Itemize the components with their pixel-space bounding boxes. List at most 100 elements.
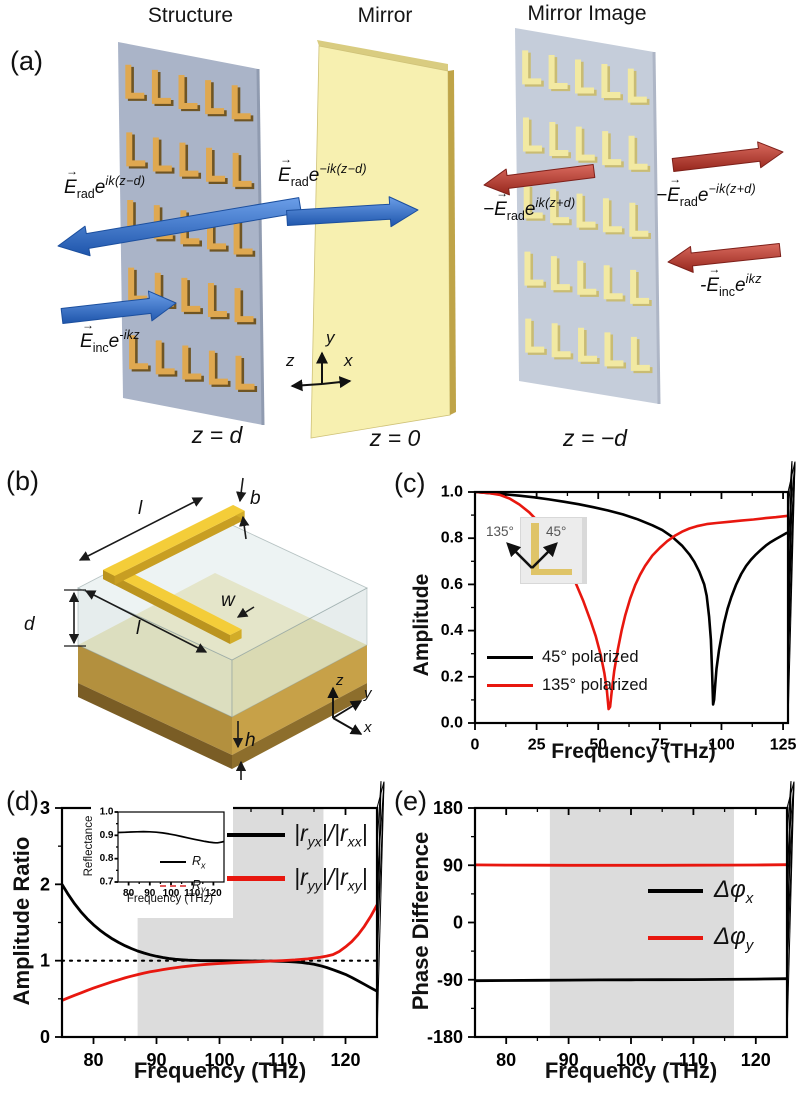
dim-l-top: l <box>138 498 143 519</box>
d-inset-x-axis-label: Frequency (THz) <box>126 893 214 905</box>
svg-text:0.9: 0.9 <box>100 830 114 841</box>
axis-x-label-a: x <box>344 351 353 370</box>
inset-l-vertical-bar <box>531 523 539 570</box>
header-structure: Structure <box>147 4 234 27</box>
e-legend-row-phix: Δφx <box>648 876 753 907</box>
dim-w: w <box>221 590 235 611</box>
panel-e-letter: (e) <box>394 786 427 816</box>
red-dashed-swatch <box>160 884 186 887</box>
d-y-axis-label: Amplitude Ratio <box>9 836 34 1006</box>
svg-text:120: 120 <box>741 1050 771 1070</box>
dim-b: b <box>250 488 261 509</box>
svg-text:100: 100 <box>204 1050 234 1070</box>
axis-z-label-a: z <box>286 351 295 370</box>
c-x-axis-label: Frequency (THz) <box>551 740 716 763</box>
field-arrows <box>57 141 784 324</box>
d-x-axis-label: Frequency (THz) <box>133 1058 307 1083</box>
header-mirror-image: Mirror Image <box>527 2 647 25</box>
svg-text:120: 120 <box>330 1050 360 1070</box>
e-legend-label-phix: Δφx <box>714 876 754 907</box>
arrow-135-deg <box>506 542 533 569</box>
svg-text:75: 75 <box>651 736 669 753</box>
svg-text:80: 80 <box>496 1050 516 1070</box>
svg-text:0: 0 <box>471 736 480 753</box>
svg-text:80: 80 <box>83 1050 103 1070</box>
header-mirror: Mirror <box>357 4 413 27</box>
dim-l-bottom: l <box>136 618 141 639</box>
angle-label-135: 135° <box>486 524 514 539</box>
e-y-axis-label: Phase Difference <box>408 831 433 1011</box>
panel-c-letter: (c) <box>394 468 426 498</box>
field-label-rad-mirror: → Erade−ik(z−d) <box>278 152 367 189</box>
unit-cell-3d <box>76 505 369 769</box>
svg-text:110: 110 <box>679 1050 708 1070</box>
plot-c: 0 25 50 75 100 125 0.0 0.2 0.4 0.6 0.8 1.0 <box>441 461 797 753</box>
svg-text:1: 1 <box>40 951 50 971</box>
svg-text:1.0: 1.0 <box>441 484 463 501</box>
svg-text:0: 0 <box>40 1027 50 1047</box>
svg-text:0.0: 0.0 <box>441 715 463 732</box>
field-label-neg-rad-right: − → Erade−ik(z+d) <box>656 172 757 209</box>
black-line-swatch <box>487 655 533 660</box>
c-legend-row-45: 45° polarized <box>487 648 648 667</box>
svg-text:90: 90 <box>443 855 463 875</box>
svg-text:125: 125 <box>770 736 797 753</box>
panel-b-letter: (b) <box>6 466 39 496</box>
e-legend-label-phiy: Δφy <box>714 922 754 954</box>
d-inset-legend-label-rx: Rx <box>192 854 206 871</box>
black-line-swatch <box>227 832 285 838</box>
panel-e-chart: 80 90 100 110 120 -180 -90 0 90 180 <box>427 781 795 1070</box>
svg-text:90: 90 <box>146 1050 166 1070</box>
svg-text:0.8: 0.8 <box>100 853 114 864</box>
svg-text:1.0: 1.0 <box>100 807 114 818</box>
d-legend-label-ryy: |ryy|/|rxy| <box>294 863 368 894</box>
black-line-swatch <box>648 889 703 894</box>
svg-text:0.7: 0.7 <box>100 877 114 888</box>
red-line-swatch <box>487 683 533 688</box>
svg-text:100: 100 <box>708 736 735 753</box>
field-label-neg-inc: - → Einceikz <box>700 262 762 299</box>
e-x-axis-label: Frequency (THz) <box>544 1058 718 1083</box>
svg-text:110: 110 <box>184 888 201 899</box>
plot-e: 80 90 100 110 120 -180 -90 0 90 180 <box>427 781 795 1070</box>
svg-text:80: 80 <box>123 888 135 899</box>
mirror-slab <box>310 40 456 439</box>
c-legend-row-135: 135° polarized <box>487 676 648 695</box>
svg-text:180: 180 <box>433 798 463 818</box>
plane-label-zmd: z = −d <box>563 425 627 451</box>
axis-x-label-b: x <box>364 719 372 736</box>
field-label-inc: → Eince-ikz <box>80 318 140 355</box>
red-line-swatch <box>648 936 703 941</box>
plane-label-zd: z = d <box>191 422 243 448</box>
c-inset-arrows <box>506 542 558 569</box>
axis-y-label-b: y <box>364 685 372 702</box>
svg-text:0.6: 0.6 <box>441 576 463 593</box>
plane-label-z0: z = 0 <box>369 425 421 451</box>
e-legend-row-phiy: Δφy <box>648 923 753 954</box>
d-legend-row-ryy: |ryy|/|rxy| <box>227 863 368 894</box>
d-legend-label-ryx: |ryx|/|rxx| <box>294 820 368 850</box>
black-line-swatch <box>160 861 186 864</box>
panel-d-chart: 80 90 100 110 120 0 1 2 3 80 90 100 110 120 0.7 0.8 0.9… <box>40 781 385 1070</box>
field-label-neg-rad-left: − → Eradeik(z+d) <box>483 186 576 223</box>
svg-text:100: 100 <box>163 888 180 899</box>
svg-text:2: 2 <box>40 874 50 894</box>
svg-text:90: 90 <box>144 888 156 899</box>
c-legend: 45° polarized 135° polarized <box>487 648 648 695</box>
e-legend: Δφx Δφy <box>648 876 753 954</box>
structure-slab <box>118 42 265 426</box>
svg-text:-180: -180 <box>427 1027 463 1047</box>
dim-d: d <box>24 614 35 635</box>
svg-text:0.2: 0.2 <box>441 668 463 685</box>
coordinate-axes-a <box>290 351 352 392</box>
svg-text:50: 50 <box>589 736 607 753</box>
d-legend: |ryx|/|rxx| |ryy|/|rxy| <box>227 820 368 893</box>
d-inset-legend-label-ry: Ry <box>192 877 206 895</box>
svg-text:100: 100 <box>616 1050 646 1070</box>
axis-z-label-b: z <box>336 672 344 689</box>
svg-text:3: 3 <box>40 798 50 818</box>
svg-text:0.8: 0.8 <box>441 530 463 547</box>
angle-label-45: 45° <box>546 524 567 539</box>
field-label-rad-left: → Eradeik(z−d) <box>64 164 146 201</box>
arrow-45-deg <box>531 542 558 569</box>
